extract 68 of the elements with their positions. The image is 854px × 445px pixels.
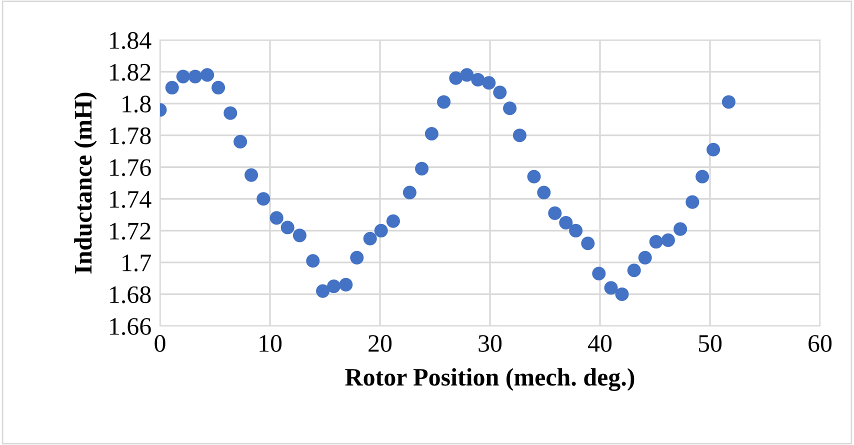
point xyxy=(244,168,258,182)
point xyxy=(604,281,618,295)
x-tick-label: 10 xyxy=(260,335,282,352)
point xyxy=(280,220,294,234)
x-tick-label: 50 xyxy=(698,335,722,352)
point xyxy=(627,264,641,278)
point xyxy=(460,68,474,82)
point xyxy=(649,235,663,249)
point xyxy=(493,86,507,100)
x-tick-label: 30 xyxy=(478,335,502,352)
point xyxy=(674,222,688,236)
point xyxy=(212,80,226,94)
y-tick-label: 1.72 xyxy=(110,222,150,240)
y-tick-label: 1.68 xyxy=(110,286,151,304)
point xyxy=(696,170,710,184)
y-tick-label: 1.76 xyxy=(110,159,151,176)
point xyxy=(661,233,675,247)
x-tick-label: 0 xyxy=(154,335,166,352)
point xyxy=(537,186,551,200)
point xyxy=(270,211,284,225)
point xyxy=(176,70,190,84)
point xyxy=(482,76,496,90)
point xyxy=(592,266,606,280)
y-tick-label: 1.8 xyxy=(122,96,151,113)
y-tick-label: 1.78 xyxy=(110,127,151,144)
y-tick-label: 1.66 xyxy=(110,318,151,336)
point xyxy=(350,250,364,264)
point xyxy=(234,134,248,148)
point xyxy=(256,192,270,206)
point xyxy=(402,186,416,200)
point xyxy=(638,250,652,264)
point xyxy=(306,254,320,268)
point xyxy=(339,278,353,292)
point xyxy=(722,95,736,109)
point xyxy=(415,162,429,176)
point xyxy=(527,170,541,184)
point xyxy=(615,287,629,301)
point xyxy=(686,195,700,209)
point xyxy=(292,228,306,242)
y-tick-label: 1.82 xyxy=(110,64,150,81)
point xyxy=(316,284,330,298)
x-axis-title: Rotor Position (mech. deg.) xyxy=(345,368,634,391)
y-tick-label: 1.74 xyxy=(110,191,152,208)
point xyxy=(200,68,214,82)
point xyxy=(188,70,202,84)
point xyxy=(374,224,388,238)
x-tick-label: 40 xyxy=(588,335,612,352)
x-tick-label: 60 xyxy=(808,335,832,352)
point xyxy=(437,95,451,109)
point xyxy=(706,142,720,156)
point xyxy=(449,71,463,85)
point xyxy=(559,216,573,230)
y-tick-label: 1.7 xyxy=(122,254,151,272)
point xyxy=(327,280,341,294)
point xyxy=(581,236,595,250)
y-axis-title: Inductance (mH) xyxy=(74,92,97,274)
point xyxy=(386,214,400,228)
point xyxy=(224,106,238,120)
point xyxy=(503,102,517,116)
point xyxy=(424,126,438,141)
point xyxy=(512,128,526,142)
point xyxy=(471,72,485,86)
point xyxy=(548,206,562,220)
point xyxy=(569,224,583,238)
point xyxy=(363,232,377,246)
y-tick-label: 1.84 xyxy=(110,32,152,50)
point xyxy=(165,80,179,94)
x-tick-label: 20 xyxy=(368,335,392,352)
